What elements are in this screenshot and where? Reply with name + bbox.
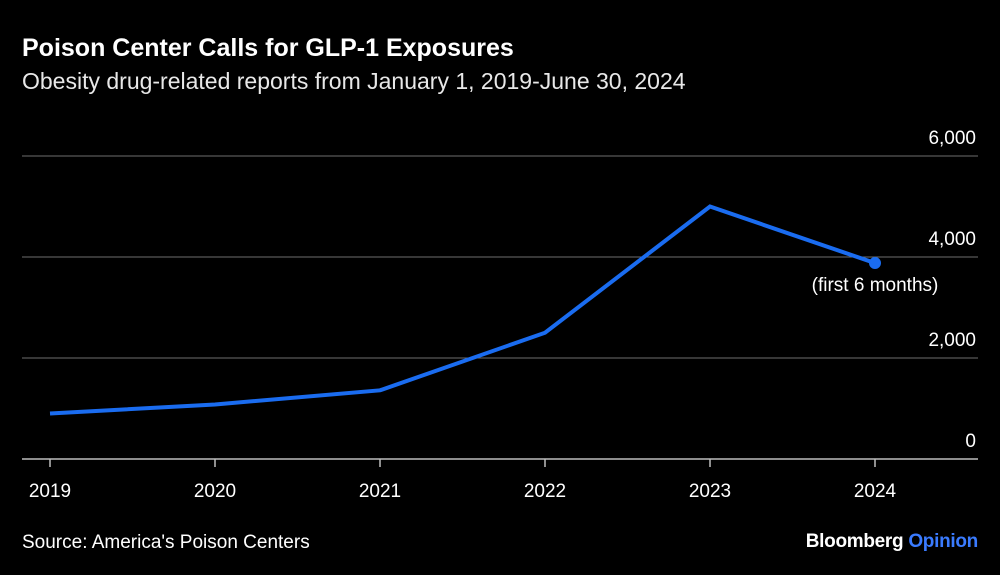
x-tick-label: 2024 [854,481,897,502]
series-line [49,204,876,416]
y-tick-label: 2,000 [928,330,976,351]
chart-title: Poison Center Calls for GLP-1 Exposures [22,34,514,62]
annotation-first-6-months: (first 6 months) [812,275,939,296]
brand-primary: Bloomberg [805,531,904,552]
x-tick-label: 2021 [359,481,401,502]
source-note: Source: America's Poison Centers [22,532,310,553]
y-tick-label: 4,000 [928,229,976,250]
y-axis-ticks: 0 2,000 4,000 6,000 [928,128,976,452]
series-layer [49,204,881,416]
x-tick-label: 2023 [689,481,731,502]
x-axis-ticks: 2019 2020 2021 2022 2023 2024 [29,459,897,502]
x-tick-label: 2020 [194,481,236,502]
y-tick-label: 0 [965,431,976,452]
y-tick-label: 6,000 [928,128,976,149]
brand-logo: Bloomberg Opinion [805,531,979,553]
x-tick-label: 2019 [29,481,71,502]
chart-subtitle: Obesity drug-related reports from Januar… [22,68,686,94]
gridlines [22,155,978,460]
x-tick-label: 2022 [524,481,566,502]
end-point-marker [869,257,881,270]
brand-secondary: Opinion [908,531,978,552]
